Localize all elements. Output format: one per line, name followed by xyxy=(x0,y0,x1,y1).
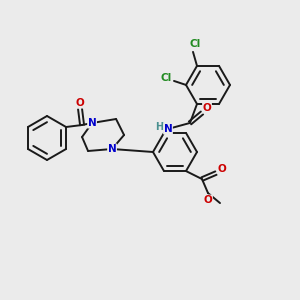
Text: N: N xyxy=(164,124,172,134)
Text: O: O xyxy=(204,195,212,205)
Text: N: N xyxy=(108,144,116,154)
Text: H: H xyxy=(155,122,163,132)
Text: N: N xyxy=(88,118,96,128)
Text: O: O xyxy=(202,103,211,113)
Text: Cl: Cl xyxy=(160,73,172,83)
Text: O: O xyxy=(76,98,84,108)
Text: Cl: Cl xyxy=(189,39,201,49)
Text: O: O xyxy=(218,164,226,174)
